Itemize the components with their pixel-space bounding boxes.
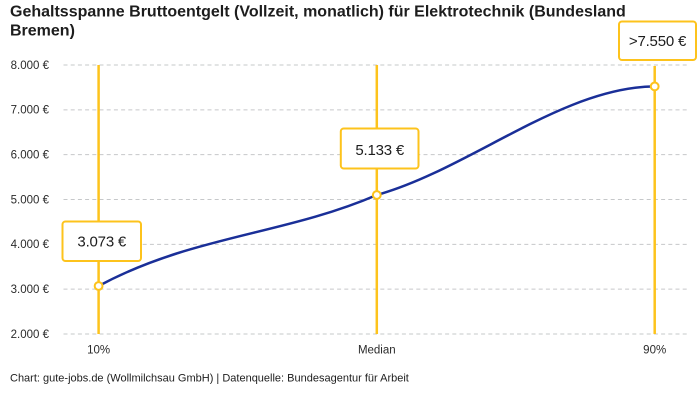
svg-text:7.000 €: 7.000 €: [11, 105, 50, 117]
svg-text:Median: Median: [358, 345, 396, 357]
svg-text:10%: 10%: [87, 345, 110, 357]
svg-text:>7.550 €: >7.550 €: [629, 33, 687, 50]
svg-text:5.000 €: 5.000 €: [11, 194, 50, 206]
svg-text:3.073 €: 3.073 €: [77, 234, 127, 251]
svg-text:90%: 90%: [643, 345, 666, 357]
svg-text:Chart: gute-jobs.de (Wollmilch: Chart: gute-jobs.de (Wollmilchsau GmbH) …: [10, 373, 409, 385]
svg-text:Gehaltsspanne Bruttoentgelt (V: Gehaltsspanne Bruttoentgelt (Vollzeit, m…: [10, 4, 626, 21]
svg-text:5.133 €: 5.133 €: [355, 142, 405, 159]
svg-text:2.000 €: 2.000 €: [11, 329, 50, 341]
svg-text:3.000 €: 3.000 €: [11, 284, 50, 296]
svg-text:Bremen): Bremen): [10, 23, 75, 40]
svg-text:6.000 €: 6.000 €: [11, 149, 50, 161]
svg-text:4.000 €: 4.000 €: [11, 239, 50, 251]
svg-text:8.000 €: 8.000 €: [11, 60, 50, 72]
